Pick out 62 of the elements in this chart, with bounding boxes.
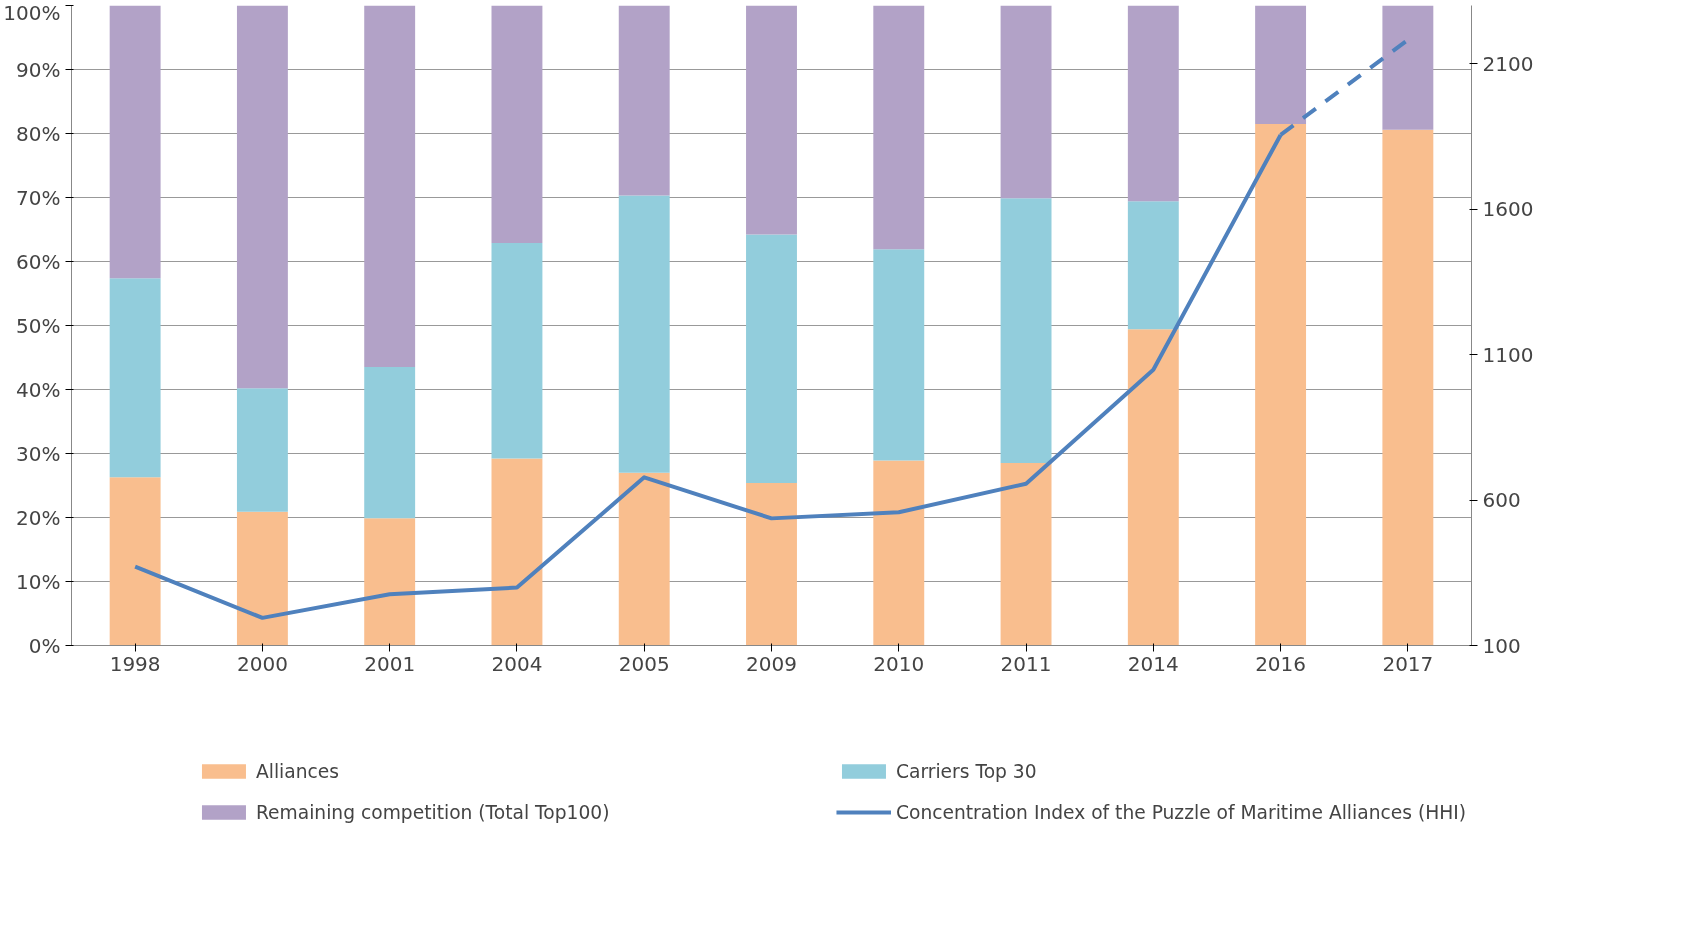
y-tick-label: 90% [16,57,61,82]
bar [1382,129,1434,646]
x-tick-label: 2009 [746,651,797,676]
bar [1127,5,1179,202]
y-tick-label: 30% [16,441,61,466]
bar [618,5,670,196]
bar [1000,463,1052,646]
legend-label: Carriers Top 30 [895,760,1038,782]
bar [236,388,288,512]
bar [109,278,161,478]
bar [1000,5,1052,199]
x-tick-label: 2017 [1382,651,1434,676]
y-tick-label: 60% [16,249,61,274]
y2-tick-label: 600 [1482,488,1521,513]
bar [873,5,925,250]
bar [491,458,543,646]
x-tick-label: 2001 [364,651,416,676]
bar [109,5,161,279]
x-tick-label: 2014 [1127,651,1179,676]
x-tick-label: 2004 [491,651,543,676]
y2-tick-label: 1100 [1482,342,1534,367]
bar [109,477,161,646]
x-tick-label: 2016 [1255,651,1307,676]
y2-tick-label: 1600 [1482,197,1534,222]
bar [1255,123,1307,646]
legend-label: Alliances [255,760,340,782]
y2-tick-label: 2100 [1482,51,1534,76]
legend-label: Remaining competition (Total Top100) [255,801,611,823]
x-tick-label: 2000 [236,651,288,676]
y2-tick-label: 100 [1482,633,1521,658]
bar [364,518,416,646]
bar [1127,201,1179,330]
y-tick-label: 10% [16,569,61,594]
y-tick-label: 50% [16,313,61,338]
bar [236,511,288,646]
x-tick-label: 2010 [873,651,925,676]
bar [491,5,543,243]
bar [618,472,670,646]
x-tick-label: 1998 [109,651,161,676]
y-tick-label: 100% [3,0,61,25]
y-tick-label: 0% [28,633,61,658]
x-tick-label: 2005 [618,651,670,676]
bar [1000,198,1052,464]
bar [364,5,416,368]
y-tick-label: 80% [16,121,61,146]
bar [1255,5,1307,124]
legend-label: Concentration Index of the Puzzle of Maritime Alliances (HHI) [895,801,1466,823]
y-tick-label: 70% [16,185,61,210]
bar [364,367,416,519]
x-tick-label: 2011 [1000,651,1052,676]
bar [1382,5,1434,130]
bar [746,482,797,646]
bar [873,460,925,646]
bar [746,5,797,235]
bar [491,242,543,459]
y-tick-label: 40% [16,377,61,402]
y-tick-label: 20% [16,505,61,530]
bar [746,234,797,483]
bar [873,249,925,461]
bar [236,5,288,389]
bar [1127,329,1179,646]
bar [618,195,670,473]
